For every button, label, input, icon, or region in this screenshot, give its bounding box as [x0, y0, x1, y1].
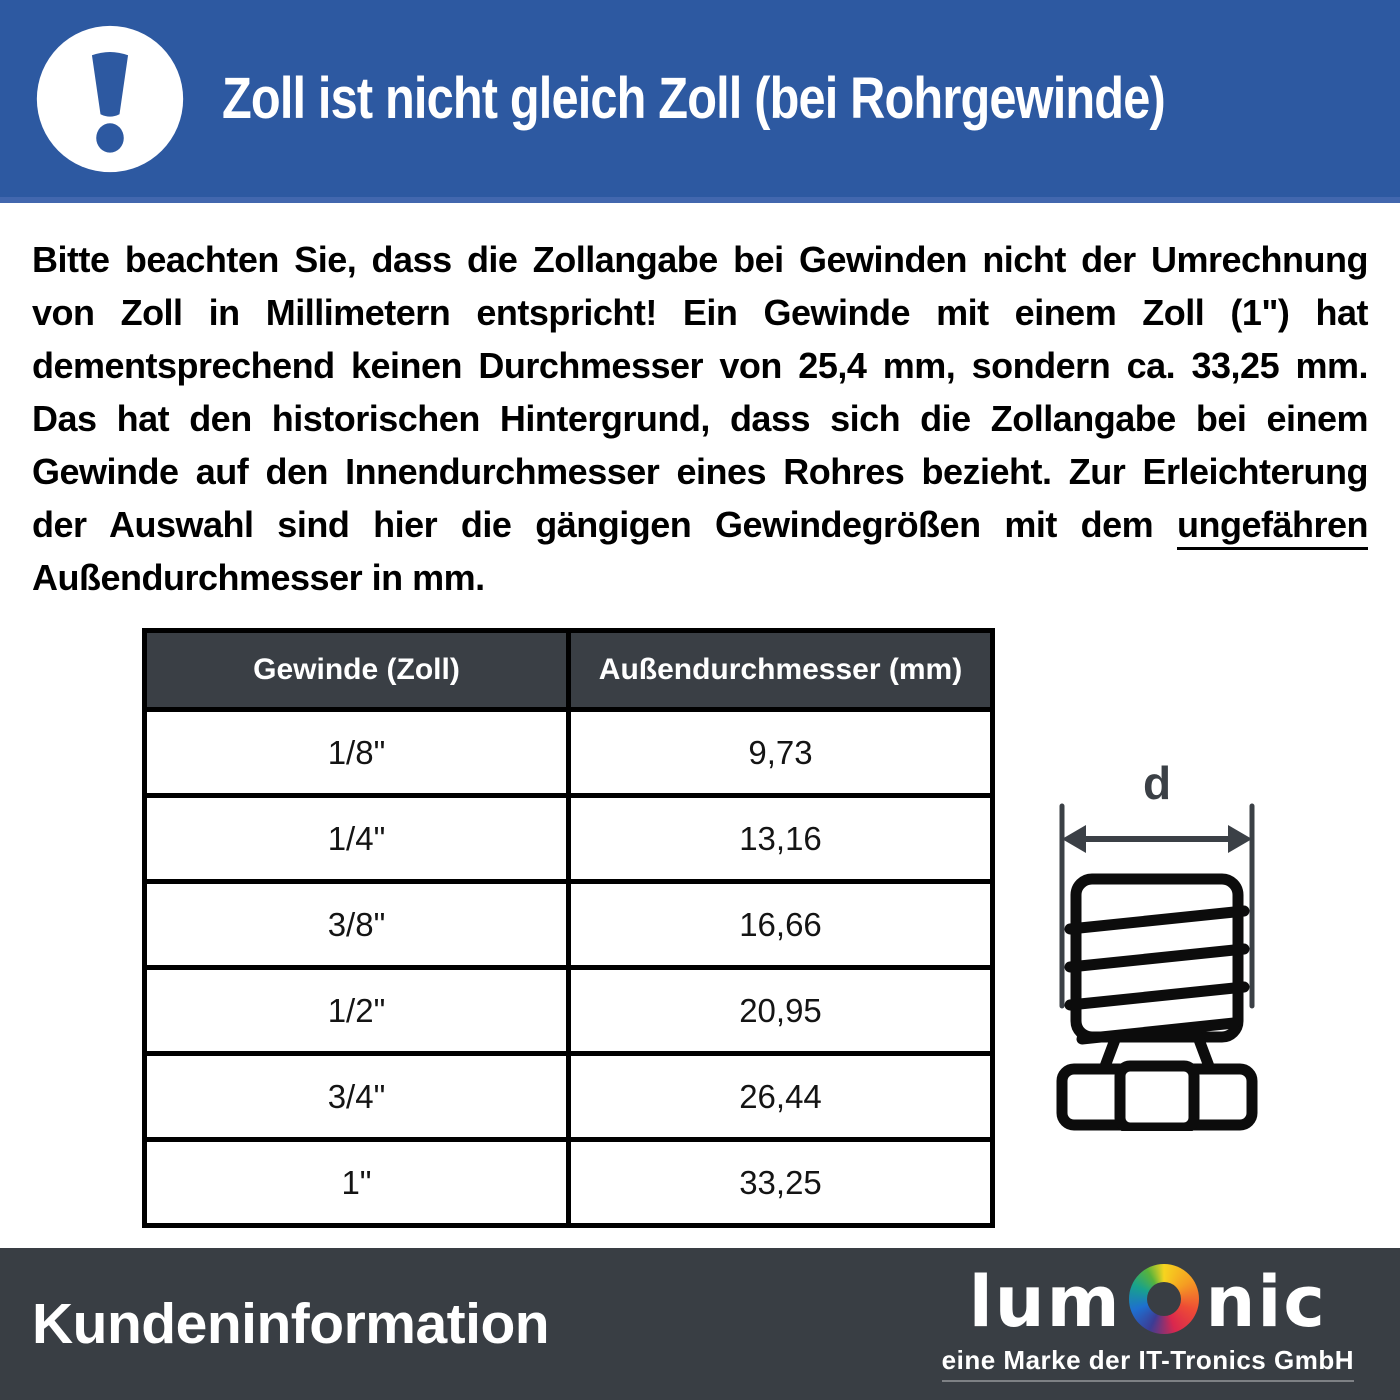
- header-banner: Zoll ist nicht gleich Zoll (bei Rohrgewi…: [0, 0, 1400, 203]
- table-cell: 13,16: [566, 793, 995, 884]
- table-header-cell: Außendurchmesser (mm): [566, 628, 995, 712]
- page-title: Zoll ist nicht gleich Zoll (bei Rohrgewi…: [222, 66, 1166, 131]
- paragraph-line: Das hat den historischen Hintergrund, da…: [32, 398, 1369, 439]
- table-cell: 20,95: [566, 965, 995, 1056]
- underlined-word: ungefähren: [1176, 504, 1369, 550]
- thread-size-table: Gewinde (Zoll) Außendurchmesser (mm) 1/8"…: [142, 628, 995, 1228]
- table-cell: 3/4": [142, 1051, 571, 1142]
- intro-paragraph: Bitte beachten Sie, dass die Zollangabe …: [0, 203, 1400, 604]
- table-row: 1" 33,25: [142, 1137, 995, 1228]
- table-row: 1/2" 20,95: [142, 965, 995, 1056]
- table-row: 3/8" 16,66: [142, 879, 995, 970]
- logo-text-pre: lum: [968, 1260, 1122, 1343]
- footer-heading: Kundeninformation: [32, 1292, 550, 1356]
- thread-diameter-diagram: d: [1032, 751, 1282, 1131]
- exclamation-icon: [34, 23, 186, 175]
- table-row: 1/4" 13,16: [142, 793, 995, 884]
- table-cell: 16,66: [566, 879, 995, 970]
- table-cell: 33,25: [566, 1137, 995, 1228]
- brand-tagline: eine Marke der IT-Tronics GmbH: [941, 1345, 1354, 1382]
- table-row: 3/4" 26,44: [142, 1051, 995, 1142]
- logo-wordmark: lum nic: [968, 1260, 1327, 1343]
- table-cell: 9,73: [566, 707, 995, 798]
- dimension-lines: [1059, 803, 1255, 1009]
- paragraph-line: Außendurchmesser in mm.: [32, 557, 485, 598]
- footer: Kundeninformation lum nic eine Marke der…: [0, 1248, 1400, 1400]
- content-area: Bitte beachten Sie, dass die Zollangabe …: [0, 203, 1400, 1248]
- table-header-cell: Gewinde (Zoll): [142, 628, 571, 712]
- paragraph-line: Bitte beachten Sie, dass die Zollangabe …: [32, 239, 1369, 280]
- table-cell: 26,44: [566, 1051, 995, 1142]
- logo-color-ring-icon: [1128, 1263, 1199, 1334]
- table-cell: 1/2": [142, 965, 571, 1056]
- table-cell: 1/4": [142, 793, 571, 884]
- table-header-row: Gewinde (Zoll) Außendurchmesser (mm): [142, 628, 995, 712]
- table-row: 1/8" 9,73: [142, 707, 995, 798]
- paragraph-line: Gewinde auf den Innendurchmesser eines R…: [32, 451, 1369, 492]
- logo-text-post: nic: [1205, 1260, 1327, 1343]
- paragraph-line: von Zoll in Millimetern entspricht! Ein …: [32, 292, 1369, 333]
- thread-fitting-drawing: [1056, 873, 1258, 1131]
- table-cell: 3/8": [142, 879, 571, 970]
- table-cell: 1/8": [142, 707, 571, 798]
- dimension-label: d: [1143, 757, 1171, 809]
- table-cell: 1": [142, 1137, 571, 1228]
- lumonic-logo: lum nic eine Marke der IT-Tronics GmbH: [941, 1260, 1354, 1382]
- paragraph-line: der Auswahl sind hier die gängigen Gewin…: [32, 498, 1369, 551]
- paragraph-line: dementsprechend keinen Durchmesser von 2…: [32, 345, 1369, 386]
